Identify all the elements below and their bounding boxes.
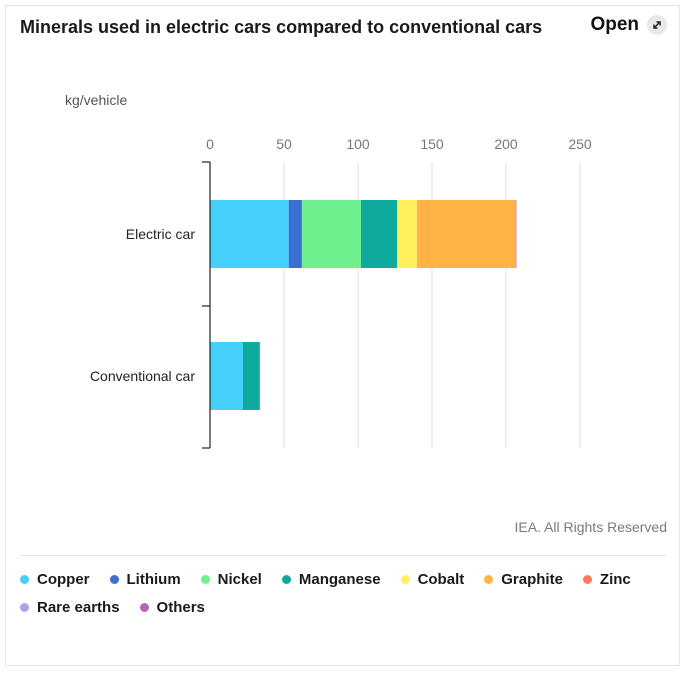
x-tick-label: 50 <box>276 136 292 152</box>
bar-segment-copper[interactable] <box>210 342 244 410</box>
bar-segment-rare-earths[interactable] <box>515 200 516 268</box>
legend-label: Manganese <box>298 570 381 588</box>
legend-item-copper[interactable]: Copper <box>20 568 90 590</box>
bar-segment-cobalt[interactable] <box>397 200 417 268</box>
legend-swatch <box>582 574 592 584</box>
x-tick-label: 250 <box>568 136 592 152</box>
x-tick-label: 200 <box>494 136 518 152</box>
legend-item-lithium[interactable]: Lithium <box>109 568 181 590</box>
bar-segment-lithium[interactable] <box>288 200 302 268</box>
legend-swatch <box>200 574 210 584</box>
bars <box>210 200 517 410</box>
expand-icon <box>647 15 667 35</box>
legend: Copper Lithium Nickel Manganese Cobalt Graphi… <box>20 568 640 618</box>
legend-item-others[interactable]: Others <box>139 596 205 618</box>
category-label: Conventional car <box>90 368 195 384</box>
legend-swatch <box>20 602 29 612</box>
legend-label: Others <box>156 598 205 616</box>
legend-label: Graphite <box>501 570 563 588</box>
legend-label: Lithium <box>126 570 181 588</box>
legend-item-zinc[interactable]: Zinc <box>582 568 631 590</box>
legend-label: Nickel <box>217 570 262 588</box>
x-tick-label: 150 <box>420 136 444 152</box>
legend-item-rare-earths[interactable]: Rare earths <box>20 596 120 618</box>
legend-label: Copper <box>37 570 90 588</box>
bar-segment-manganese[interactable] <box>243 342 260 410</box>
legend-divider <box>20 555 667 556</box>
chart-title: Minerals used in electric cars compared … <box>20 17 543 37</box>
legend-swatch <box>20 574 29 584</box>
legend-label: Zinc <box>599 570 631 588</box>
y-axis-label: kg/vehicle <box>65 92 127 108</box>
y-axis <box>202 161 211 449</box>
x-tick-label: 100 <box>346 136 370 152</box>
bar-segment-graphite[interactable] <box>416 200 516 268</box>
category-labels: Electric car Conventional car <box>90 226 195 384</box>
bar-segment-manganese[interactable] <box>360 200 398 268</box>
bar-chart: kg/vehicle 0 50 100 150 200 250 Electric car C… <box>65 92 592 449</box>
legend-item-manganese[interactable]: Manganese <box>281 568 381 590</box>
bar-segment-copper[interactable] <box>210 200 289 268</box>
x-axis-ticks: 0 50 100 150 200 250 <box>206 136 592 152</box>
legend-item-graphite[interactable]: Graphite <box>484 568 563 590</box>
legend-swatch <box>484 574 494 584</box>
legend-label: Cobalt <box>417 570 465 588</box>
copyright-note: IEA. All Rights Reserved <box>514 519 667 535</box>
legend-swatch <box>139 602 149 612</box>
legend-label: Rare earths <box>37 598 120 616</box>
open-button[interactable]: Open <box>590 14 667 36</box>
open-label: Open <box>590 14 639 35</box>
legend-item-nickel[interactable]: Nickel <box>200 568 262 590</box>
x-tick-label: 0 <box>206 136 214 152</box>
legend-swatch <box>109 574 119 584</box>
legend-item-cobalt[interactable]: Cobalt <box>400 568 465 590</box>
legend-swatch <box>400 574 410 584</box>
bar-segment-nickel[interactable] <box>301 200 361 268</box>
legend-swatch <box>281 574 291 584</box>
category-label: Electric car <box>126 226 196 242</box>
